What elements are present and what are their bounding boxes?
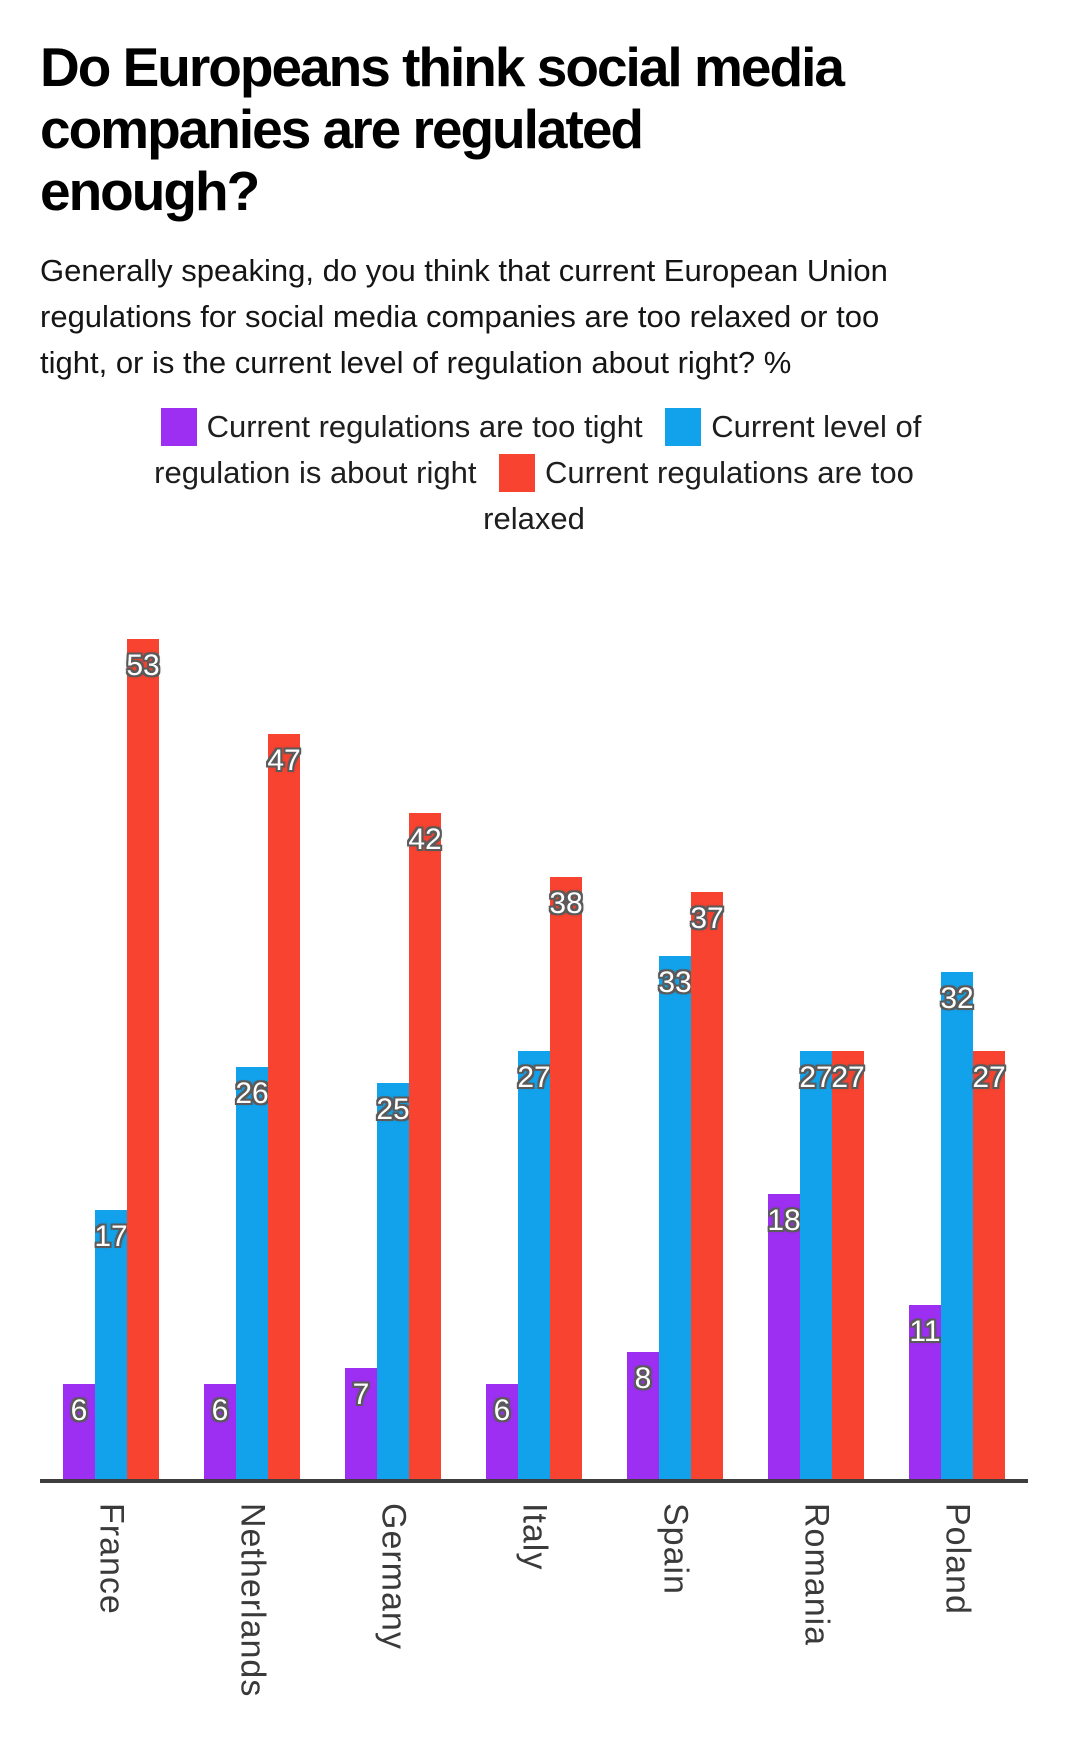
x-tick-label: France — [92, 1502, 131, 1615]
bar-value-label: 27 — [517, 1060, 551, 1094]
bar: 33 — [658, 955, 692, 1479]
bar-value-label: 27 — [972, 1060, 1006, 1094]
x-tick: Poland — [909, 1503, 1005, 1697]
bar-value-label: 8 — [634, 1361, 652, 1395]
bar: 32 — [940, 971, 974, 1479]
bar: 25 — [376, 1082, 410, 1479]
bar-group: 18 27 27 — [767, 1050, 865, 1479]
bar-value-label: 33 — [658, 965, 692, 999]
bar-value-label: 25 — [376, 1092, 410, 1126]
bar-value-label: 38 — [549, 886, 583, 920]
x-tick-label: Spain — [656, 1502, 695, 1595]
bar-value-label: 26 — [235, 1076, 269, 1110]
page-root: Do Europeans think social media companie… — [0, 36, 1068, 1697]
subtitle-line: Generally speaking, do you think that cu… — [40, 253, 888, 289]
bar-value-label: 47 — [267, 743, 301, 777]
bar: 26 — [235, 1066, 269, 1479]
bar: 37 — [690, 891, 724, 1479]
title-line: enough? — [40, 160, 260, 223]
bar-value-label: 17 — [94, 1219, 128, 1253]
bar: 11 — [909, 1304, 941, 1479]
x-tick: France — [63, 1503, 159, 1697]
x-tick-label: Netherlands — [233, 1502, 272, 1698]
x-tick: Spain — [627, 1503, 723, 1697]
legend-swatch — [160, 408, 197, 447]
bar: 7 — [345, 1367, 377, 1479]
bar: 27 — [517, 1050, 551, 1479]
bar: 6 — [486, 1383, 518, 1479]
bar: 38 — [549, 876, 583, 1479]
legend-label: Current regulations are too tight — [206, 409, 652, 445]
x-tick: Romania — [768, 1503, 864, 1697]
bar-group: 6 26 47 — [204, 733, 301, 1479]
bar: 42 — [408, 812, 442, 1479]
subtitle-line: tight, or is the current level of regula… — [40, 345, 792, 381]
bar: 6 — [63, 1383, 95, 1479]
bar: 18 — [767, 1193, 801, 1479]
bar: 27 — [831, 1050, 865, 1479]
bar: 27 — [799, 1050, 833, 1479]
bar: 47 — [267, 733, 301, 1479]
bar-group: 6 27 38 — [486, 876, 583, 1479]
bar-value-label: 6 — [493, 1393, 511, 1427]
legend-swatch — [499, 453, 536, 492]
subtitle-line: regulations for social media companies a… — [40, 299, 880, 335]
bar: 17 — [94, 1209, 128, 1479]
x-tick: Netherlands — [204, 1503, 300, 1697]
plot-area: 6 17 53 6 26 47 7 25 42 6 27 38 8 33 37 18 27 27 11 32 27 — [40, 596, 1028, 1483]
x-tick-label: Poland — [938, 1502, 977, 1615]
chart-legend: Current regulations are too tight Curren… — [104, 404, 964, 542]
bar-value-label: 32 — [940, 981, 974, 1015]
bar-chart: 6 17 53 6 26 47 7 25 42 6 27 38 8 33 37 18 27 27 11 32 27 Fr… — [40, 596, 1028, 1697]
bar-value-label: 53 — [126, 648, 160, 682]
title-line: Do Europeans think social media — [40, 36, 845, 98]
bar-value-label: 7 — [352, 1377, 370, 1411]
x-axis-labels: France Netherlands Germany Italy Spain Romani… — [40, 1503, 1028, 1697]
x-tick: Italy — [486, 1503, 582, 1697]
bar-value-label: 11 — [909, 1314, 941, 1348]
bar-value-label: 27 — [831, 1060, 865, 1094]
bar-value-label: 37 — [690, 901, 724, 935]
x-tick-label: Italy — [515, 1502, 554, 1571]
bar-group: 8 33 37 — [627, 891, 724, 1479]
legend-label: Current level of regulation is about rig… — [154, 409, 922, 490]
bar-group: 11 32 27 — [909, 971, 1006, 1479]
x-tick-label: Romania — [797, 1502, 836, 1646]
legend-label: Current regulations are too relaxed — [483, 454, 914, 536]
bar-group: 6 17 53 — [63, 638, 160, 1479]
bar-value-label: 42 — [408, 822, 442, 856]
bar: 8 — [627, 1351, 659, 1479]
bar: 27 — [972, 1050, 1006, 1479]
bar-group: 7 25 42 — [345, 812, 442, 1479]
bar-value-label: 6 — [70, 1393, 88, 1427]
bar-value-label: 18 — [767, 1203, 801, 1237]
chart-subtitle: Generally speaking, do you think that cu… — [40, 248, 1028, 386]
chart-title: Do Europeans think social media companie… — [40, 36, 1028, 222]
x-tick-label: Germany — [374, 1502, 413, 1650]
title-line: companies are regulated — [40, 98, 644, 161]
bar: 53 — [126, 638, 160, 1479]
x-tick: Germany — [345, 1503, 441, 1697]
bar-value-label: 27 — [799, 1060, 833, 1094]
bar-value-label: 6 — [211, 1393, 229, 1427]
bar: 6 — [204, 1383, 236, 1479]
legend-swatch — [665, 408, 702, 447]
